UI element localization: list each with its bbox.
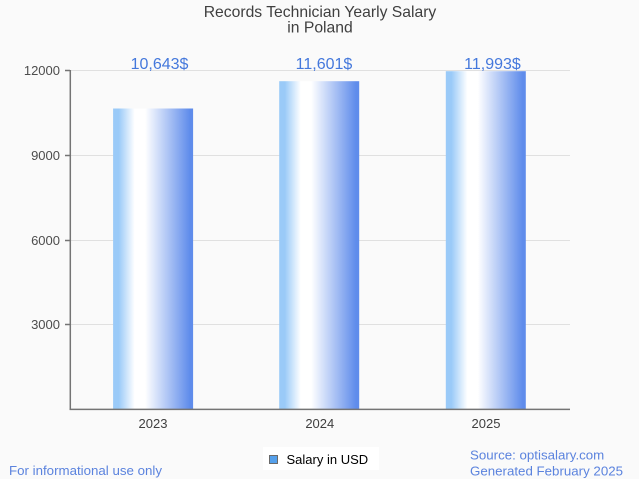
svg-text:Generated February 2025: Generated February 2025 <box>470 463 623 478</box>
svg-text:6000: 6000 <box>31 233 60 248</box>
svg-text:3000: 3000 <box>31 317 60 332</box>
svg-text:11,993$: 11,993$ <box>464 56 521 73</box>
svg-text:11,601$: 11,601$ <box>296 56 353 73</box>
svg-text:Records Technician Yearly Sala: Records Technician Yearly Salary <box>204 4 437 21</box>
svg-text:For informational use only: For informational use only <box>9 463 162 478</box>
svg-text:2023: 2023 <box>139 416 168 431</box>
svg-text:Salary in USD: Salary in USD <box>287 452 369 467</box>
svg-text:9000: 9000 <box>31 148 60 163</box>
svg-text:in Poland: in Poland <box>287 20 352 37</box>
svg-text:Source: optisalary.com: Source: optisalary.com <box>470 447 604 462</box>
svg-text:2025: 2025 <box>472 416 501 431</box>
svg-text:10,643$: 10,643$ <box>131 56 189 73</box>
svg-text:12000: 12000 <box>24 63 60 78</box>
svg-text:2024: 2024 <box>305 416 334 431</box>
